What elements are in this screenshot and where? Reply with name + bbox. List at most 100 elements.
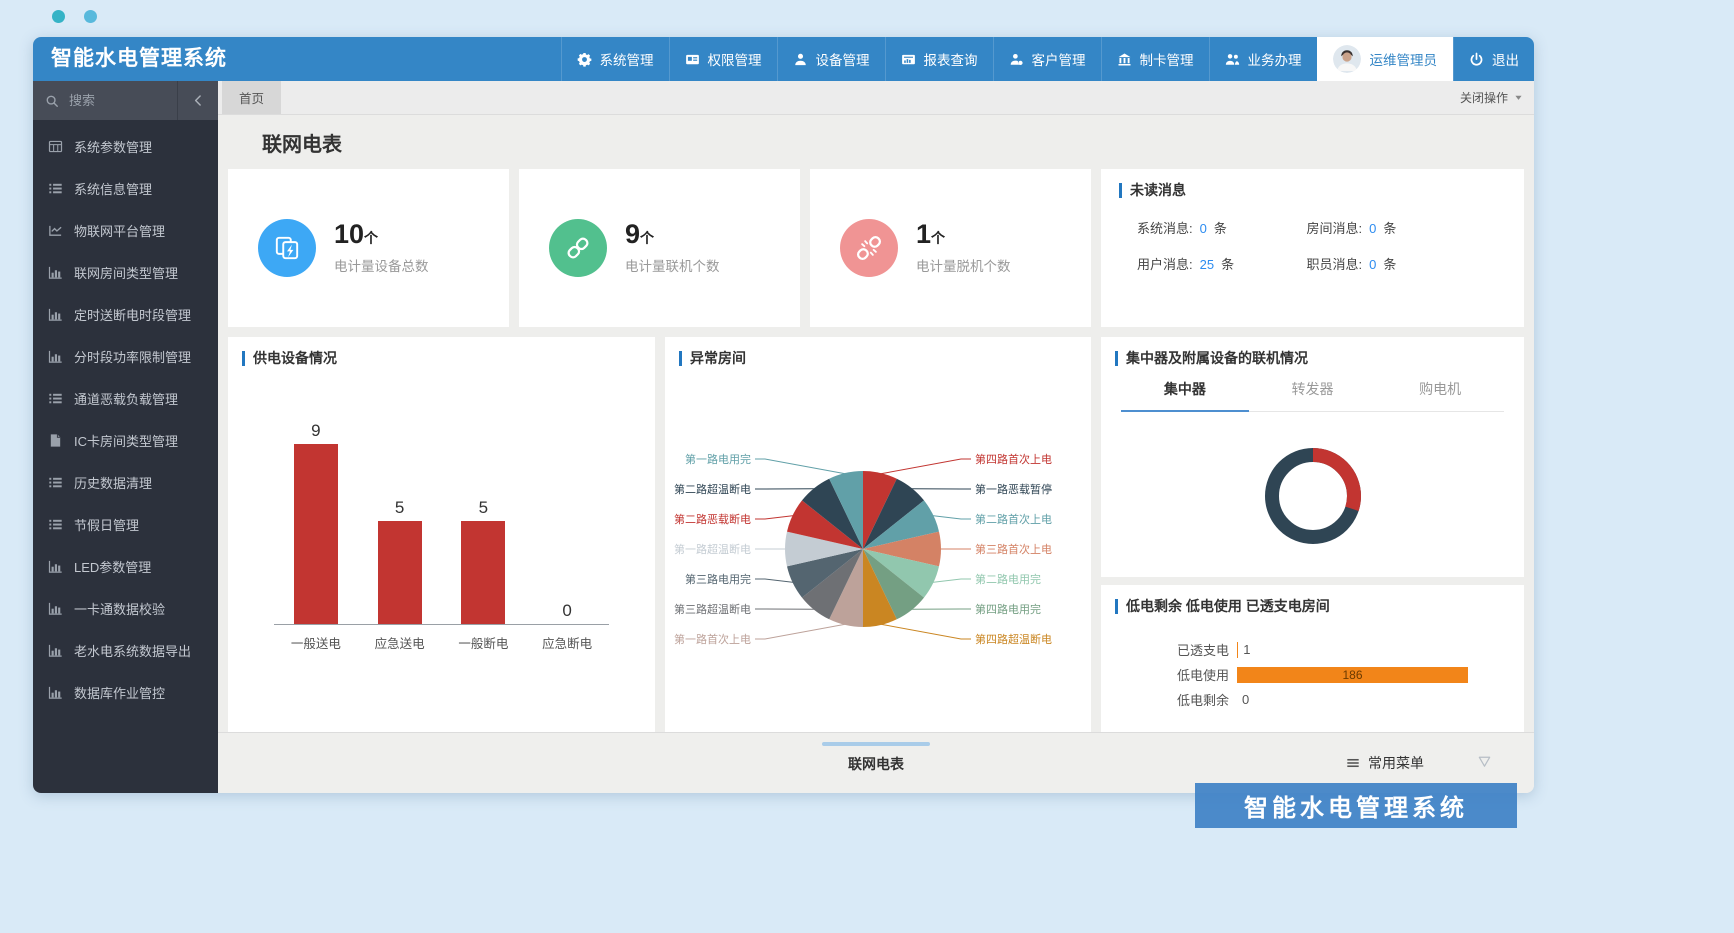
pie-slice[interactable] bbox=[863, 531, 941, 567]
donut-chart bbox=[1101, 421, 1524, 571]
nav-label: 权限管理 bbox=[707, 53, 762, 68]
sidebar-item-label: 数据库作业管控 bbox=[74, 685, 166, 701]
sidebar-item-holiday[interactable]: 节假日管理 bbox=[33, 503, 218, 545]
sidebar-item-system-info[interactable]: 系统信息管理 bbox=[33, 167, 218, 209]
file-icon bbox=[48, 433, 63, 448]
pie-slice[interactable] bbox=[863, 478, 924, 549]
pie-label: 第三路超温断电 bbox=[674, 602, 751, 616]
collapse-triangle-button[interactable] bbox=[1477, 753, 1492, 771]
app-header: 智能水电管理系统 系统管理 权限管理 设备管理 报表查询 客户管理 bbox=[33, 37, 1534, 81]
pie-slice[interactable] bbox=[863, 471, 897, 549]
sidebar-item-timed-power-period[interactable]: 定时送断电时段管理 bbox=[33, 293, 218, 335]
bar[interactable] bbox=[461, 521, 506, 624]
nav-item-customer-manage[interactable]: 客户管理 bbox=[992, 37, 1101, 81]
stat-card-offline-devices: 1个 电计量脱机个数 bbox=[810, 169, 1091, 327]
pie-leader-line bbox=[880, 623, 971, 640]
user-menu[interactable]: 运维管理员 bbox=[1316, 37, 1453, 81]
sidebar-item-label: 定时送断电时段管理 bbox=[74, 307, 192, 323]
common-menu-button[interactable]: 常用菜单 bbox=[1346, 733, 1424, 793]
nav-label: 报表查询 bbox=[923, 53, 978, 68]
nav-item-permission-manage[interactable]: 权限管理 bbox=[668, 37, 777, 81]
nav-item-card-making[interactable]: 制卡管理 bbox=[1100, 37, 1209, 81]
unread-messages-panel: 未读消息 系统消息: 0 条 房间消息: 0 条 用户消息: 25 条 职员消息: 0 条 bbox=[1101, 169, 1524, 327]
pie-slice[interactable] bbox=[863, 549, 924, 620]
tab-repeater[interactable]: 转发器 bbox=[1291, 381, 1334, 397]
nav-item-business-handle[interactable]: 业务办理 bbox=[1208, 37, 1317, 81]
bottom-page-label[interactable]: 联网电表 bbox=[848, 756, 904, 772]
bar[interactable] bbox=[377, 521, 422, 624]
avatar bbox=[1332, 45, 1361, 73]
sidebar-item-channel-load[interactable]: 通道恶载负载管理 bbox=[33, 377, 218, 419]
search-input[interactable] bbox=[67, 92, 157, 109]
pie-slice[interactable] bbox=[863, 500, 939, 549]
pie-slice[interactable] bbox=[787, 500, 863, 549]
sidebar-item-room-type[interactable]: 联网房间类型管理 bbox=[33, 251, 218, 293]
pie-slice[interactable] bbox=[829, 471, 863, 549]
pie-slice[interactable] bbox=[863, 549, 897, 627]
hbar-value-label: 1 bbox=[1243, 642, 1251, 657]
sidebar-item-power-limit[interactable]: 分时段功率限制管理 bbox=[33, 335, 218, 377]
message-item: 系统消息: 0 条 bbox=[1137, 221, 1227, 236]
sidebar-item-iot-platform[interactable]: 物联网平台管理 bbox=[33, 209, 218, 251]
donut-segment[interactable] bbox=[1264, 448, 1361, 544]
close-operations-menu[interactable]: 关闭操作 bbox=[1460, 81, 1524, 114]
sidebar-item-label: 系统参数管理 bbox=[74, 139, 153, 155]
hbar-value-label: 186 bbox=[1342, 667, 1363, 682]
list-icon bbox=[48, 475, 63, 490]
bank-icon bbox=[1117, 52, 1132, 67]
pie-slice[interactable] bbox=[802, 478, 863, 549]
panel-title: 低电剩余 低电使用 已透支电房间 bbox=[1115, 599, 1330, 614]
bar-value-label: 5 bbox=[478, 498, 489, 517]
hbar-row: 低电使用 186 bbox=[1157, 662, 1468, 687]
pie-label: 第一路超温断电 bbox=[674, 542, 751, 556]
chart-check-icon bbox=[48, 223, 63, 238]
pie-slice[interactable] bbox=[863, 549, 939, 598]
link-icon bbox=[549, 219, 607, 277]
logout-label: 退出 bbox=[1492, 53, 1519, 68]
hbar[interactable] bbox=[1237, 641, 1239, 658]
list-icon bbox=[48, 391, 63, 406]
nav-label: 设备管理 bbox=[815, 53, 870, 68]
bar[interactable] bbox=[293, 444, 338, 624]
message-count[interactable]: 0 bbox=[1199, 221, 1207, 236]
message-item: 房间消息: 0 条 bbox=[1306, 221, 1397, 236]
list-icon bbox=[48, 517, 63, 532]
tab-vending-machine[interactable]: 购电机 bbox=[1419, 381, 1462, 397]
pie-leader-line bbox=[880, 458, 971, 475]
hbar[interactable]: 186 bbox=[1237, 666, 1468, 683]
nav-label: 业务办理 bbox=[1247, 53, 1302, 68]
tab-home[interactable]: 首页 bbox=[222, 81, 282, 114]
sidebar-item-db-jobs[interactable]: 数据库作业管控 bbox=[33, 671, 218, 713]
message-count[interactable]: 25 bbox=[1199, 257, 1215, 272]
sidebar-search-row bbox=[33, 81, 218, 120]
sidebar-collapse-button[interactable] bbox=[177, 81, 218, 120]
pie-slice[interactable] bbox=[787, 549, 863, 598]
pie-slice[interactable] bbox=[829, 549, 863, 627]
broken-link-icon bbox=[840, 219, 898, 277]
sidebar-item-ic-card-room-type[interactable]: IC卡房间类型管理 bbox=[33, 419, 218, 461]
pie-slice[interactable] bbox=[802, 549, 863, 620]
message-count[interactable]: 0 bbox=[1369, 221, 1377, 236]
tab-concentrator[interactable]: 集中器 bbox=[1121, 379, 1249, 412]
stat-value: 9 bbox=[625, 219, 641, 249]
nav-item-device-manage[interactable]: 设备管理 bbox=[776, 37, 885, 81]
search-box[interactable] bbox=[33, 81, 177, 120]
nav-item-system-manage[interactable]: 系统管理 bbox=[560, 37, 669, 81]
sidebar-item-led-params[interactable]: LED参数管理 bbox=[33, 545, 218, 587]
sidebar-item-onecard-check[interactable]: 一卡通数据校验 bbox=[33, 587, 218, 629]
watermark: 智能水电管理系统 bbox=[1195, 783, 1517, 828]
nav-item-report-query[interactable]: 报表查询 bbox=[884, 37, 993, 81]
gear-icon bbox=[577, 52, 592, 67]
pie-leader-line bbox=[755, 458, 846, 475]
sidebar-item-system-params[interactable]: 系统参数管理 bbox=[33, 125, 218, 167]
panel-title: 未读消息 bbox=[1119, 183, 1506, 198]
logout-button[interactable]: 退出 bbox=[1453, 37, 1534, 81]
sidebar-item-legacy-export[interactable]: 老水电系统数据导出 bbox=[33, 629, 218, 671]
nav-label: 客户管理 bbox=[1031, 53, 1086, 68]
abnormal-room-panel: 异常房间 第四路首次上电 第一路恶载暂停 第二路首次上电 第三路首次上电 第二路电用完第… bbox=[665, 337, 1091, 733]
decor-dot bbox=[84, 10, 97, 23]
sidebar-item-history-cleanup[interactable]: 历史数据清理 bbox=[33, 461, 218, 503]
pie-slice[interactable] bbox=[785, 531, 863, 567]
message-count[interactable]: 0 bbox=[1369, 257, 1377, 272]
stat-card-online-devices: 9个 电计量联机个数 bbox=[519, 169, 800, 327]
